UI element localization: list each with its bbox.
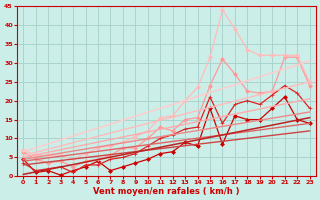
X-axis label: Vent moyen/en rafales ( km/h ): Vent moyen/en rafales ( km/h ) (93, 187, 240, 196)
